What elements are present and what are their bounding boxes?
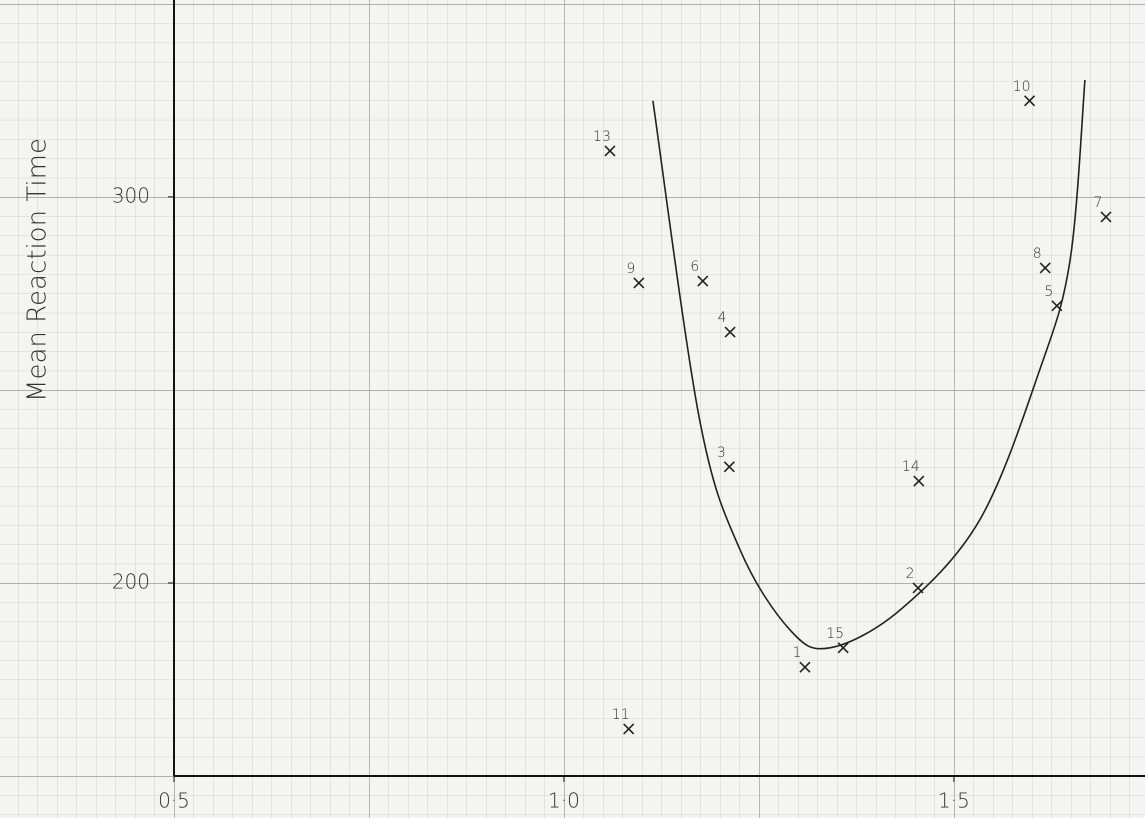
y-axis-title: Mean Reaction Time: [23, 138, 53, 402]
point: [633, 277, 645, 289]
point: [604, 145, 616, 157]
point: [697, 275, 709, 287]
point: [724, 326, 736, 338]
point-label: 7: [1094, 195, 1103, 211]
point-label: 10: [1013, 79, 1031, 95]
point-label: 8: [1033, 246, 1042, 262]
point: [799, 661, 811, 673]
point-label: 11: [612, 707, 630, 723]
point: [1100, 211, 1112, 223]
point-label: 3: [717, 445, 726, 461]
y-tick-label: 200: [112, 569, 150, 593]
x-tick-label: 1·5: [938, 789, 970, 813]
point-label: 13: [593, 129, 611, 145]
point: [1039, 262, 1051, 274]
point-label: 4: [718, 310, 727, 326]
point: [913, 475, 925, 487]
x-tick-label: 1·0: [548, 789, 580, 813]
point: [1051, 300, 1063, 312]
point-label: 1: [792, 645, 801, 661]
fitted-curve: [652, 79, 1086, 650]
point: [723, 461, 735, 473]
point: [623, 723, 635, 735]
y-tick-label: 300: [112, 183, 150, 207]
point-label: 2: [906, 566, 915, 582]
point-label: 15: [826, 626, 844, 642]
point-label: 5: [1044, 284, 1053, 300]
point-label: 9: [626, 261, 635, 277]
point: [837, 642, 849, 654]
point-label: 6: [690, 259, 699, 275]
point-label: 14: [902, 459, 920, 475]
point: [912, 582, 924, 594]
x-tick-label: 0·5: [158, 789, 190, 813]
point: [1024, 95, 1036, 107]
